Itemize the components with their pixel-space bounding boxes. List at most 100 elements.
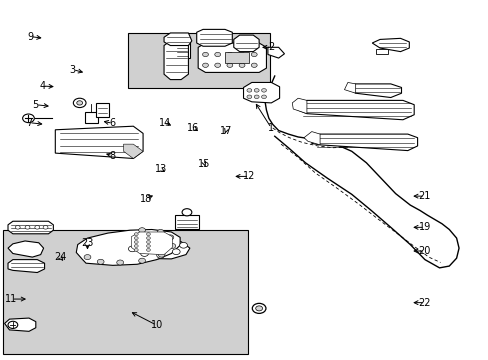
Polygon shape (243, 82, 279, 103)
Circle shape (246, 89, 251, 92)
Text: 12: 12 (243, 171, 255, 181)
Polygon shape (163, 33, 191, 45)
Polygon shape (198, 43, 266, 72)
Circle shape (146, 244, 150, 247)
Circle shape (117, 260, 123, 265)
Polygon shape (233, 35, 259, 51)
Text: 17: 17 (219, 126, 232, 135)
Circle shape (141, 251, 148, 256)
Polygon shape (304, 132, 320, 145)
Circle shape (202, 52, 208, 57)
Polygon shape (122, 239, 189, 259)
Circle shape (134, 244, 138, 247)
Text: 19: 19 (418, 222, 430, 232)
Circle shape (146, 233, 150, 235)
Text: 10: 10 (150, 320, 163, 330)
Text: 1: 1 (268, 123, 274, 133)
Circle shape (251, 52, 257, 57)
Text: 2: 2 (267, 42, 274, 52)
Polygon shape (123, 144, 143, 158)
Polygon shape (344, 82, 355, 93)
Text: 20: 20 (418, 246, 430, 256)
Circle shape (226, 63, 232, 67)
Polygon shape (196, 30, 232, 46)
Text: 24: 24 (54, 252, 66, 262)
Circle shape (254, 95, 259, 99)
Circle shape (15, 226, 20, 229)
Polygon shape (8, 241, 43, 257)
Circle shape (252, 303, 265, 314)
Polygon shape (371, 39, 408, 51)
Circle shape (182, 209, 191, 216)
Bar (375, 49, 387, 54)
Circle shape (239, 63, 244, 67)
Circle shape (261, 95, 266, 99)
Text: 6: 6 (110, 118, 116, 128)
Circle shape (166, 235, 173, 240)
Polygon shape (4, 318, 36, 331)
Circle shape (8, 321, 18, 328)
Text: 8: 8 (110, 150, 116, 161)
Circle shape (226, 52, 232, 57)
Text: 14: 14 (159, 118, 171, 128)
Circle shape (134, 237, 138, 239)
Polygon shape (55, 126, 143, 158)
Circle shape (239, 52, 244, 57)
Text: 15: 15 (198, 159, 210, 169)
Polygon shape (311, 134, 417, 150)
Circle shape (97, 259, 104, 264)
Text: 13: 13 (154, 164, 166, 174)
Text: 9: 9 (27, 32, 33, 41)
Circle shape (43, 226, 48, 229)
Bar (84, 112, 98, 123)
Circle shape (146, 240, 150, 243)
Circle shape (157, 252, 164, 258)
Circle shape (35, 226, 40, 229)
Text: 3: 3 (70, 64, 76, 75)
Polygon shape (163, 41, 188, 80)
Circle shape (202, 63, 208, 67)
Polygon shape (131, 232, 172, 255)
Polygon shape (267, 47, 284, 58)
Bar (224, 52, 249, 63)
Circle shape (139, 258, 145, 263)
Circle shape (77, 101, 82, 105)
Circle shape (255, 306, 262, 311)
Bar (96, 103, 109, 117)
Polygon shape (76, 229, 180, 265)
Circle shape (158, 252, 164, 257)
Text: 21: 21 (418, 191, 430, 201)
Circle shape (128, 246, 136, 252)
Bar (175, 41, 189, 58)
Text: 4: 4 (39, 81, 45, 91)
Bar (128, 33, 269, 88)
Text: 5: 5 (33, 100, 39, 110)
Bar (2, 230, 247, 354)
Circle shape (139, 228, 145, 233)
Circle shape (84, 255, 91, 260)
Circle shape (261, 89, 266, 92)
Polygon shape (8, 260, 44, 273)
Circle shape (157, 229, 163, 234)
Circle shape (146, 248, 150, 251)
Circle shape (22, 114, 34, 123)
Circle shape (134, 240, 138, 243)
Bar (175, 215, 198, 229)
Text: 16: 16 (187, 123, 199, 133)
Circle shape (134, 233, 138, 235)
Circle shape (246, 95, 251, 99)
Circle shape (251, 63, 257, 67)
Circle shape (254, 89, 259, 92)
Text: 18: 18 (140, 194, 152, 204)
Polygon shape (347, 84, 401, 98)
Circle shape (146, 237, 150, 239)
Circle shape (25, 226, 30, 229)
Circle shape (73, 98, 86, 108)
Circle shape (172, 249, 180, 255)
Text: 11: 11 (5, 294, 18, 304)
Circle shape (168, 243, 175, 248)
Polygon shape (298, 100, 413, 120)
Text: 22: 22 (418, 298, 430, 308)
Circle shape (214, 63, 220, 67)
Polygon shape (292, 98, 306, 114)
